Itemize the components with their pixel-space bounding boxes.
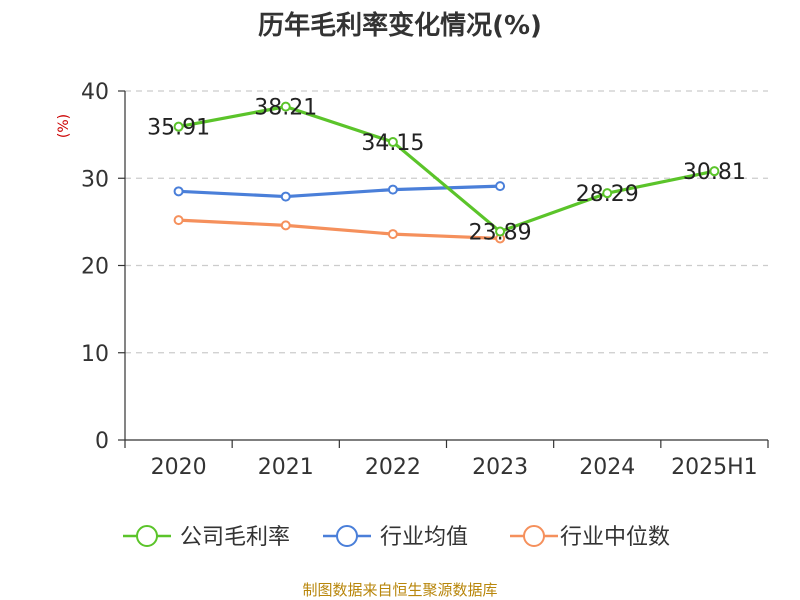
data-point[interactable] <box>173 121 184 132</box>
legend-item[interactable]: 行业中位数 <box>510 525 670 550</box>
data-labels: 35.91 38.21 34.15 23.89 28.29 30.81 <box>147 96 746 246</box>
series-lines <box>173 101 720 244</box>
y-tick-label: 30 <box>81 167 109 192</box>
x-tick-label: 2025H1 <box>671 455 758 480</box>
source-note: 制图数据来自恒生聚源数据库 <box>302 581 497 599</box>
data-point[interactable] <box>173 215 184 226</box>
data-label: 23.89 <box>469 221 532 246</box>
y-tick-label: 0 <box>95 429 109 454</box>
legend[interactable]: 公司毛利率 行业均值 行业中位数 <box>123 525 670 550</box>
data-point[interactable] <box>173 186 184 197</box>
y-tick-label: 10 <box>81 342 109 367</box>
chart-title: 历年毛利率变化情况(%) <box>258 10 542 41</box>
legend-marker <box>336 525 358 547</box>
data-label: 30.81 <box>683 160 746 185</box>
x-tick-label: 2024 <box>579 455 635 480</box>
data-point[interactable] <box>280 220 291 231</box>
y-tick-label: 20 <box>81 255 109 280</box>
data-point[interactable] <box>387 184 398 195</box>
axes: 0 10 20 30 40 2020 2021 2022 2023 2024 2025H1 <box>81 80 769 480</box>
data-point[interactable] <box>280 191 291 202</box>
x-tick-label: 2020 <box>151 455 207 480</box>
data-label: 34.15 <box>361 131 424 156</box>
legend-marker <box>523 525 545 547</box>
grid-lines <box>125 90 768 354</box>
x-tick-label: 2022 <box>365 455 421 480</box>
data-point[interactable] <box>387 137 398 148</box>
legend-label: 行业中位数 <box>560 525 670 550</box>
data-point[interactable] <box>387 229 398 240</box>
legend-item[interactable]: 公司毛利率 <box>123 525 290 550</box>
legend-item[interactable]: 行业均值 <box>323 525 468 550</box>
data-point[interactable] <box>709 166 720 177</box>
data-label: 35.91 <box>147 116 210 141</box>
data-point[interactable] <box>280 101 291 112</box>
series-line <box>178 218 501 241</box>
legend-label: 行业均值 <box>380 525 468 550</box>
data-point[interactable] <box>495 226 506 237</box>
data-label: 38.21 <box>254 96 317 121</box>
data-label: 28.29 <box>576 182 639 207</box>
y-tick-label: 40 <box>81 80 109 105</box>
data-point[interactable] <box>602 188 613 199</box>
legend-label: 公司毛利率 <box>180 525 290 550</box>
x-tick-label: 2021 <box>258 455 314 480</box>
x-tick-label: 2023 <box>472 455 528 480</box>
data-point[interactable] <box>495 181 506 192</box>
legend-marker <box>136 525 158 547</box>
y-axis-label: (%) <box>56 114 72 138</box>
series-line <box>178 105 715 234</box>
